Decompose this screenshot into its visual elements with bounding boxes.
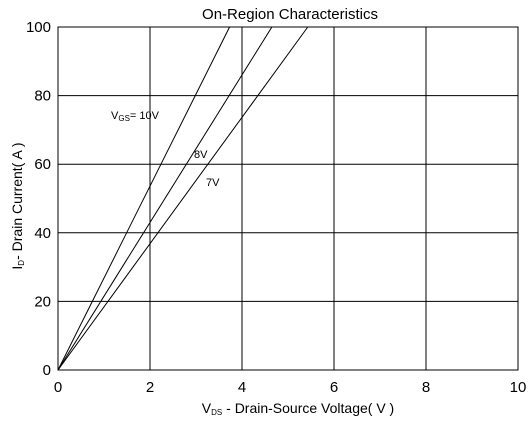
y-tick-label: 80	[34, 88, 51, 105]
x-tick-label: 8	[422, 379, 430, 396]
x-tick-label: 10	[510, 379, 527, 396]
y-tick-label: 60	[34, 156, 51, 173]
x-tick-labels: 0 2 4 6 8 10	[54, 379, 527, 396]
x-tick-label: 6	[330, 379, 338, 396]
y-tick-label: 40	[34, 225, 51, 242]
plot-frame	[57, 26, 519, 371]
grid	[58, 27, 518, 370]
x-tick-label: 4	[238, 379, 246, 396]
x-axis-label: VDS - Drain-Source Voltage( V )	[202, 400, 394, 417]
series-line-10v	[57, 26, 231, 371]
x-tick-label: 0	[54, 379, 62, 396]
annotation-8v: 8V	[194, 149, 208, 161]
x-tick-label: 2	[146, 379, 154, 396]
y-tick-label: 20	[34, 293, 51, 310]
y-axis-label: ID- Drain Current( A )	[9, 142, 26, 269]
y-tick-label: 0	[43, 362, 51, 379]
series-line-7v	[57, 26, 309, 371]
y-tick-labels: 0 20 40 60 80 100	[26, 19, 51, 379]
series-lines	[57, 26, 309, 371]
series-line-8v	[57, 26, 273, 371]
y-tick-label: 100	[26, 19, 51, 36]
annotation-7v: 7V	[206, 177, 220, 189]
annotation-vgs-10v: VGS= 10V	[111, 110, 160, 123]
chart-title: On-Region Characteristics	[202, 6, 378, 23]
